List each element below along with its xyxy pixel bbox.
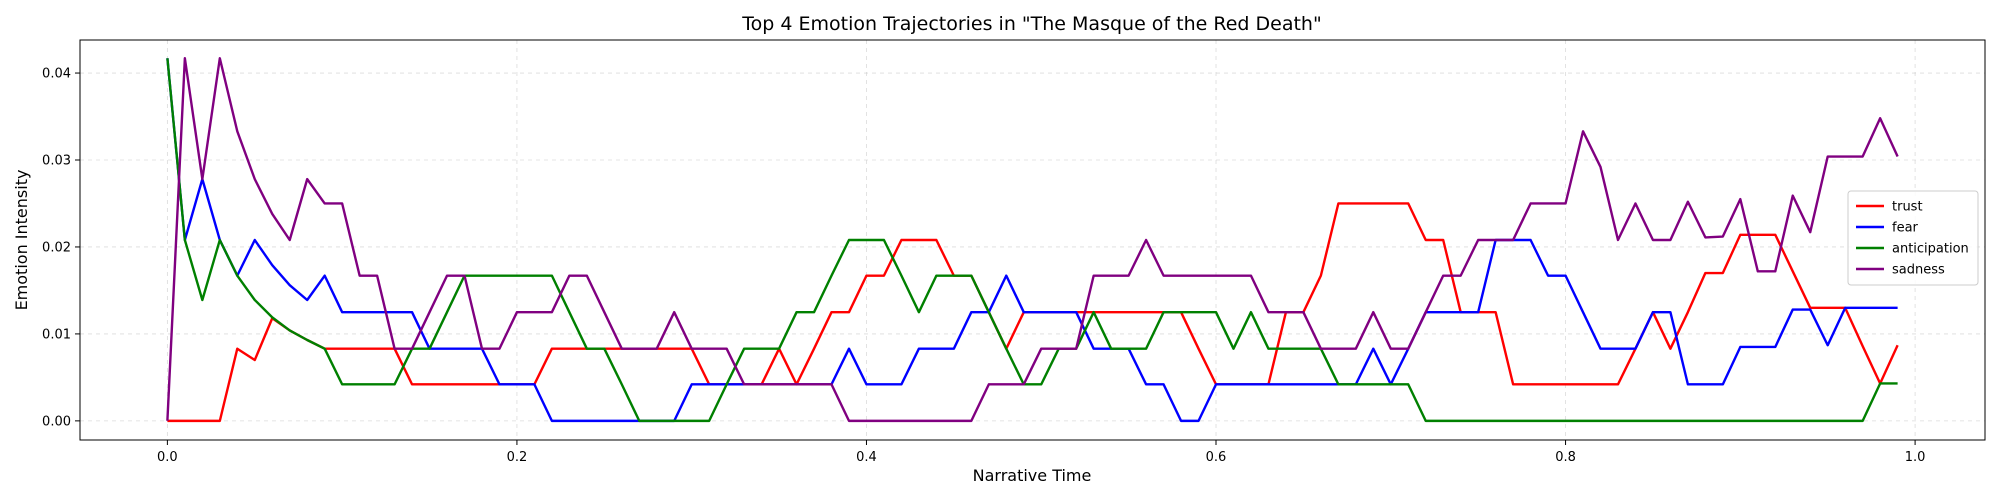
y-axis: 0.00 0.01 0.02 0.03 0.04 [42,67,80,429]
y-tick-label: 0.00 [42,414,71,429]
legend-label-trust: trust [1892,200,1923,215]
series-lines [166,57,1899,423]
plot-frame [79,39,1986,441]
x-axis-label: Narrative Time [973,466,1092,485]
y-axis-label: Emotion Intensity [12,170,31,311]
y-tick-label: 0.01 [42,327,71,342]
y-tick-label: 0.02 [42,240,71,255]
chart-title: Top 4 Emotion Trajectories in "The Masqu… [741,13,1321,35]
x-tick-label: 0.8 [1555,450,1576,465]
legend-label-sadness: sadness [1892,263,1945,278]
y-tick-label: 0.04 [42,67,71,82]
legend-box [1847,190,1979,286]
legend-label-anticipation: anticipation [1892,242,1969,257]
series-line-fear [166,58,1898,423]
x-tick-label: 0.2 [507,450,528,465]
x-tick-label: 1.0 [1905,450,1926,465]
legend-label-fear: fear [1892,221,1919,236]
series-line-sadness [166,57,1899,423]
y-tick-label: 0.03 [42,154,71,169]
x-axis: 0.0 0.2 0.4 0.6 0.8 1.0 [157,440,1925,465]
series-line-anticipation [166,58,1898,423]
legend: trust fear anticipation sadness [1847,190,1979,286]
x-tick-label: 0.4 [856,450,877,465]
x-tick-label: 0.0 [157,450,178,465]
x-tick-label: 0.6 [1206,450,1227,465]
